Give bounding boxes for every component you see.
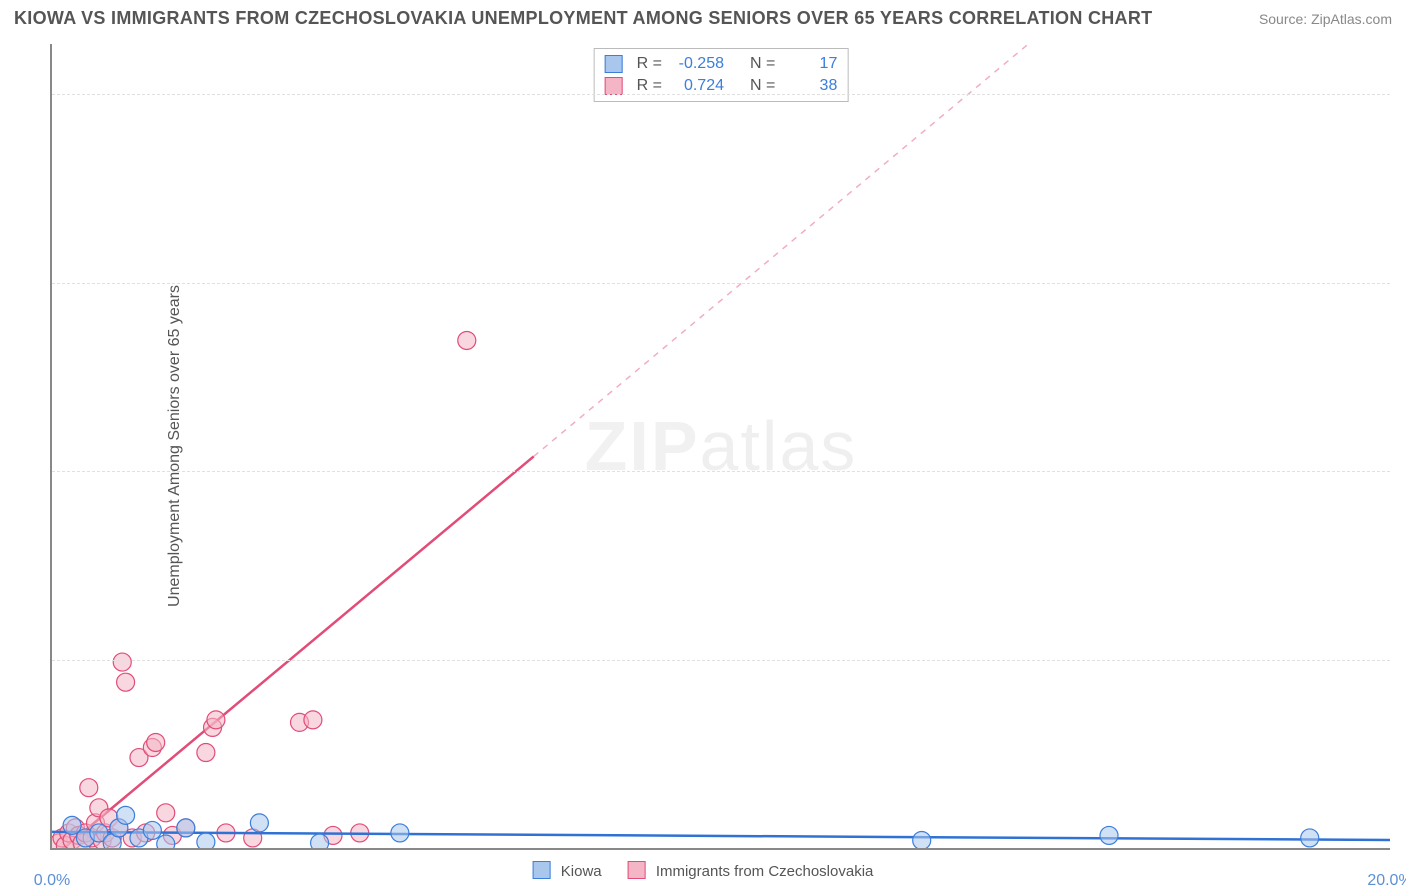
xtick-label: 20.0% [1367,872,1406,890]
gridline [52,660,1390,661]
legend-label-blue: Kiowa [561,863,602,880]
r-label: R = [637,77,662,95]
legend-bottom: Kiowa Immigrants from Czechoslovakia [533,861,874,880]
legend-swatch-pink [628,861,646,879]
legend-item-blue: Kiowa [533,861,602,880]
n-value-pink: 38 [783,77,837,95]
swatch-blue [605,55,623,73]
chart-svg [52,44,1390,848]
gridline [52,283,1390,284]
chart-title: KIOWA VS IMMIGRANTS FROM CZECHOSLOVAKIA … [14,8,1152,29]
gridline [52,471,1390,472]
ytick-label: 112.5% [1402,274,1406,292]
ytick-label: 150.0% [1402,85,1406,103]
title-bar: KIOWA VS IMMIGRANTS FROM CZECHOSLOVAKIA … [0,0,1406,41]
legend-label-pink: Immigrants from Czechoslovakia [656,863,874,880]
n-value-blue: 17 [783,55,837,73]
n-label: N = [750,77,775,95]
xtick-label: 0.0% [34,872,70,890]
r-value-pink: 0.724 [670,77,724,95]
n-label: N = [750,55,775,73]
plot-wrap: ZIPatlas R = -0.258 N = 17 R = 0.724 [50,44,1390,850]
correlation-row-blue: R = -0.258 N = 17 [605,53,838,75]
plot-area: ZIPatlas R = -0.258 N = 17 R = 0.724 [50,44,1390,850]
r-value-blue: -0.258 [670,55,724,73]
gridline [52,94,1390,95]
ytick-label: 75.0% [1402,462,1406,480]
ytick-label: 37.5% [1402,651,1406,669]
legend-swatch-blue [533,861,551,879]
source-label: Source: ZipAtlas.com [1259,11,1392,27]
r-label: R = [637,55,662,73]
swatch-pink [605,77,623,95]
legend-item-pink: Immigrants from Czechoslovakia [628,861,874,880]
